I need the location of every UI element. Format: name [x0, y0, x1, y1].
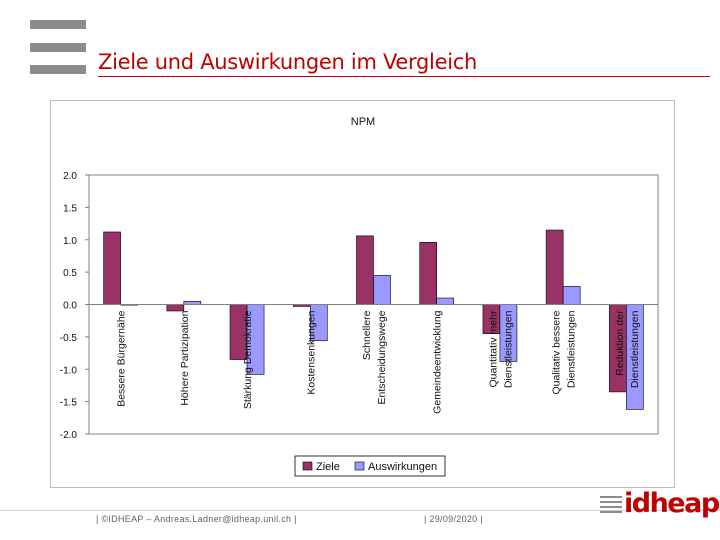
category-label: Höhere Partizipation: [179, 310, 191, 405]
y-tick-label: 1.5: [63, 203, 77, 214]
legend-swatch-auswirkungen: [354, 461, 365, 471]
y-tick-label: -1.0: [60, 365, 78, 376]
legend-box: [294, 455, 446, 477]
category-label: Bessere Bürgernähe: [116, 310, 128, 406]
menu-icon-bar-1: [30, 20, 86, 29]
category-label: Qualitativ bessere: [551, 310, 563, 394]
category-label: Kostensenkungen: [305, 310, 317, 394]
idheap-logo: idheap: [600, 488, 720, 522]
category-label: Quantitativ mehr: [487, 310, 499, 388]
npm-bar-chart: NPM 2.0 1.5 1.0 0.5 0.0 -0.5 -1.0 -1.5 -2.0 Besser…: [60, 116, 659, 477]
bar-auswirkungen-5: [436, 297, 455, 305]
category-label: Gemeindeentwicklung: [432, 310, 444, 413]
bar-ziele-5: [419, 242, 438, 305]
category-label: Stärkung Demokratie: [242, 310, 254, 409]
title-divider: [98, 76, 710, 77]
footer-date: | 29/09/2020 |: [424, 514, 483, 524]
bar-ziele-4: [356, 235, 374, 305]
bar-ziele-1: [166, 304, 185, 312]
menu-icon-bar-3: [30, 65, 86, 74]
footer-copyright: | ©IDHEAP – Andreas.Ladner@idheap.unil.c…: [96, 514, 297, 524]
category-label: Dienstleistungen: [629, 310, 641, 388]
category-label: Dienstleistungen: [566, 310, 578, 388]
chart-title: NPM: [351, 116, 375, 128]
legend-label-auswirkungen: Auswirkungen: [368, 461, 437, 473]
y-tick-label: 2.0: [63, 171, 77, 182]
logo-text: idheap: [624, 488, 720, 519]
y-tick-label: 0.0: [63, 301, 77, 312]
legend-swatch-ziele: [302, 461, 313, 471]
category-label: Dienstleistungen: [502, 310, 514, 388]
bar-auswirkungen-4: [373, 275, 391, 305]
y-tick-label: -2.0: [60, 430, 78, 441]
footer-divider: [0, 510, 720, 511]
bar-ziele-0: [103, 231, 121, 305]
bar-ziele-7: [545, 229, 564, 305]
category-label: Schnellere: [361, 310, 373, 360]
menu-icon-bar-2: [30, 43, 86, 52]
logo-lines-icon: [600, 496, 622, 516]
y-tick-label: -0.5: [60, 333, 78, 344]
y-tick-label: -1.5: [60, 398, 78, 409]
y-tick-label: 1.0: [63, 236, 77, 247]
y-tick-label: 0.5: [63, 268, 77, 279]
bar-auswirkungen-7: [562, 286, 581, 305]
slide-title: Ziele und Auswirkungen im Vergleich: [98, 50, 477, 74]
legend-label-ziele: Ziele: [316, 461, 340, 473]
category-label: Entscheidungswege: [376, 310, 388, 404]
category-label: Reduktion der: [614, 310, 626, 376]
chart-frame: NPM 2.0 1.5 1.0 0.5 0.0 -0.5 -1.0 -1.5 -2.0 Besser…: [50, 100, 675, 488]
